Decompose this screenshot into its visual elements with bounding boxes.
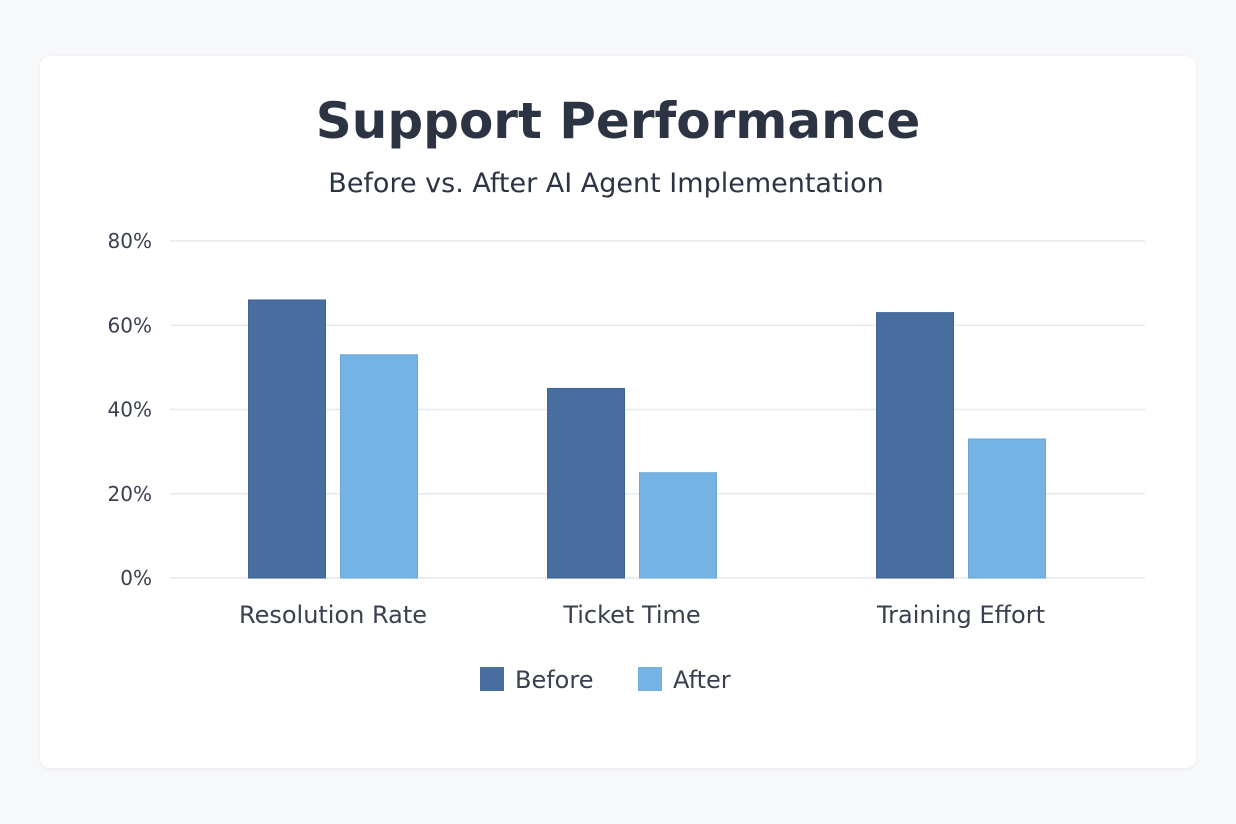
- bar-after: [968, 438, 1046, 579]
- bar-before: [547, 387, 625, 579]
- y-tick-label: 20%: [108, 482, 152, 506]
- y-tick-label: 40%: [108, 398, 152, 422]
- bar-after: [639, 472, 717, 579]
- bar-before: [248, 299, 326, 579]
- y-tick-label: 80%: [108, 229, 152, 253]
- legend-swatch-after: [638, 667, 662, 691]
- y-tick-label: 60%: [108, 313, 152, 337]
- bar-before: [876, 312, 954, 579]
- chart-subtitle: Before vs. After AI Agent Implementation: [328, 168, 884, 199]
- legend-swatch-before: [480, 667, 504, 691]
- chart-title: Support Performance: [315, 92, 921, 150]
- x-category-label: Ticket Time: [562, 601, 700, 629]
- y-tick-label: 0%: [120, 566, 152, 590]
- legend-label: After: [673, 666, 731, 694]
- x-category-label: Training Effort: [876, 601, 1045, 629]
- legend-label: Before: [515, 666, 593, 694]
- x-category-label: Resolution Rate: [239, 601, 427, 629]
- bar-after: [340, 354, 418, 579]
